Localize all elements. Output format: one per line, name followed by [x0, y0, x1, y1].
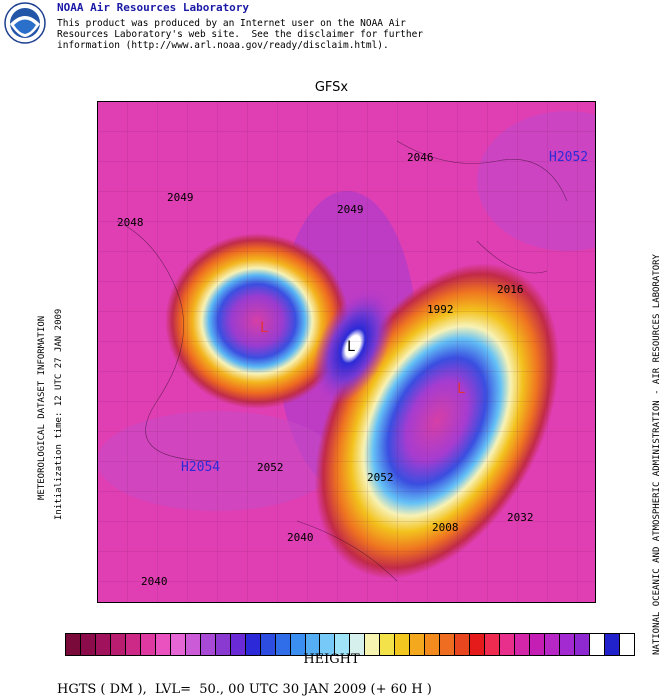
coastlines: [116, 140, 568, 582]
contour-label: 2040: [141, 575, 168, 588]
low-label-west: L: [260, 320, 268, 336]
disclaimer: This product was produced by an Internet…: [57, 18, 423, 51]
field-name: HEIGHT: [303, 652, 360, 667]
color-scale-swatch: [619, 634, 634, 655]
color-scale-swatch: [260, 634, 276, 655]
color-scale-swatch: [425, 634, 441, 655]
color-scale-swatch: [455, 634, 471, 655]
contour-label: 2032: [507, 511, 534, 524]
color-scale-swatch: [66, 634, 81, 655]
color-scale-swatch: [230, 634, 246, 655]
color-scale-bar: [65, 633, 635, 656]
contour-label: 2048: [117, 216, 144, 229]
disclaimer-line-1: This product was produced by an Internet…: [57, 18, 406, 29]
color-scale-swatch: [365, 634, 381, 655]
plot-caption: HGTS ( DM ), LVL= 50., 00 UTC 30 JAN 200…: [57, 682, 432, 697]
color-scale-swatch: [350, 634, 366, 655]
color-scale-swatch: [395, 634, 411, 655]
color-scale-swatch: [170, 634, 186, 655]
contour-label: 2040: [287, 531, 314, 544]
color-scale-swatch: [440, 634, 456, 655]
contour-label: 2046: [407, 151, 434, 164]
contour-label: 2052: [257, 461, 284, 474]
color-scale-swatch: [320, 634, 336, 655]
color-scale-swatch: [200, 634, 216, 655]
color-scale-swatch: [290, 634, 306, 655]
org-title: NOAA Air Resources Laboratory: [57, 1, 250, 14]
color-scale-swatch: [559, 634, 575, 655]
noaa-arl-vertical-label: NATIONAL OCEANIC AND ATMOSPHERIC ADMINIS…: [652, 254, 662, 655]
color-scale-swatch: [410, 634, 426, 655]
map-frame: [97, 101, 596, 603]
color-scale-swatch: [530, 634, 545, 655]
model-title: GFSx: [314, 80, 349, 95]
contour-label: 2049: [167, 191, 194, 204]
header: NOAA Air Resources Laboratory This produ…: [0, 0, 663, 51]
color-scale-swatch: [80, 634, 96, 655]
height-map: L L L H2052 H2054 2046 2049 2048 2049 20…: [97, 101, 657, 603]
low-label-center: L: [347, 339, 355, 355]
color-scale-swatch: [574, 634, 590, 655]
disclaimer-line-3: information (http://www.arl.noaa.gov/rea…: [57, 40, 389, 51]
color-scale-swatch: [545, 634, 560, 655]
contour-label: 1992: [427, 303, 454, 316]
contour-label: 2008: [432, 521, 459, 534]
contour-label: 2016: [497, 283, 524, 296]
color-scale-swatch: [335, 634, 351, 655]
contour-label: 2049: [337, 203, 364, 216]
color-scale-swatch: [275, 634, 291, 655]
color-scale-swatch: [485, 634, 501, 655]
contour-label: 2052: [367, 471, 394, 484]
high-label-ne: H2052: [549, 150, 588, 165]
color-scale-swatch: [140, 634, 156, 655]
low-label-east: L: [457, 381, 465, 397]
noaa-logo-icon: [4, 2, 46, 44]
color-scale-swatch: [245, 634, 261, 655]
color-scale-swatch: [95, 634, 111, 655]
color-scale-swatch: [215, 634, 231, 655]
color-scale-swatch: [185, 634, 201, 655]
color-scale-swatch: [515, 634, 531, 655]
disclaimer-line-2: Resources Laboratory's web site. See the…: [57, 29, 424, 40]
initialization-time-label: Initialization time: 12 UTC 27 JAN 2009: [54, 308, 64, 520]
color-scale-swatch: [500, 634, 516, 655]
color-scale-swatch: [125, 634, 141, 655]
dataset-info-label: METEOROLOGICAL DATASET INFORMATION: [37, 315, 47, 500]
color-scale-swatch: [470, 634, 486, 655]
high-label-sw: H2054: [181, 460, 220, 475]
color-scale-swatch: [155, 634, 171, 655]
height-map-svg: L L L H2052 H2054 2046 2049 2048 2049 20…: [97, 101, 657, 603]
color-scale-swatch: [589, 634, 605, 655]
color-scale-swatch: [110, 634, 126, 655]
color-scale-swatch: [604, 634, 620, 655]
color-scale-swatch: [380, 634, 396, 655]
color-scale-swatch: [305, 634, 321, 655]
